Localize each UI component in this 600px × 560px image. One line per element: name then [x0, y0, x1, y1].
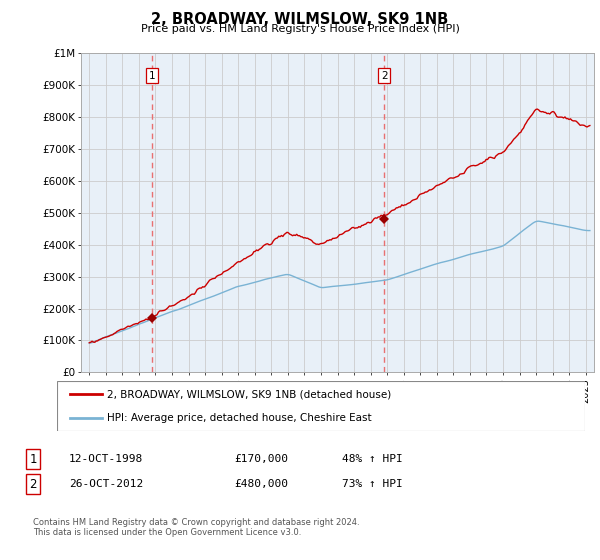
Text: 1: 1 [149, 71, 155, 81]
Text: 48% ↑ HPI: 48% ↑ HPI [342, 454, 403, 464]
Text: HPI: Average price, detached house, Cheshire East: HPI: Average price, detached house, Ches… [107, 413, 372, 423]
Text: 2: 2 [381, 71, 388, 81]
Text: 2, BROADWAY, WILMSLOW, SK9 1NB: 2, BROADWAY, WILMSLOW, SK9 1NB [151, 12, 449, 27]
Text: 73% ↑ HPI: 73% ↑ HPI [342, 479, 403, 489]
Text: 12-OCT-1998: 12-OCT-1998 [69, 454, 143, 464]
Text: Contains HM Land Registry data © Crown copyright and database right 2024.
This d: Contains HM Land Registry data © Crown c… [33, 518, 359, 538]
Text: 26-OCT-2012: 26-OCT-2012 [69, 479, 143, 489]
Text: 1: 1 [29, 452, 37, 466]
Text: £480,000: £480,000 [234, 479, 288, 489]
Text: 2: 2 [29, 478, 37, 491]
Text: Price paid vs. HM Land Registry's House Price Index (HPI): Price paid vs. HM Land Registry's House … [140, 24, 460, 34]
Text: £170,000: £170,000 [234, 454, 288, 464]
Text: 2, BROADWAY, WILMSLOW, SK9 1NB (detached house): 2, BROADWAY, WILMSLOW, SK9 1NB (detached… [107, 389, 391, 399]
